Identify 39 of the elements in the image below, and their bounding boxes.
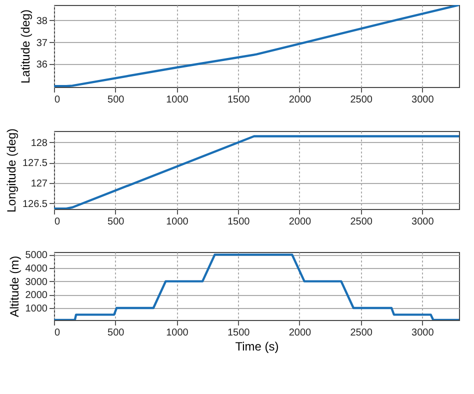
y-tick-label: 2000 [25, 290, 48, 302]
y-tick-label: 127.5 [22, 158, 48, 170]
x-tick-label: 1000 [166, 94, 189, 106]
x-tick-label: 2500 [350, 216, 373, 228]
y-tick-label: 37 [36, 38, 48, 49]
y-axis-title: Longitude (deg) [4, 128, 18, 213]
x-tick-label: 500 [108, 216, 125, 228]
x-tick-label: 3000 [412, 328, 434, 338]
y-tick-label: 128 [30, 138, 48, 149]
y-tick-label: 127 [30, 178, 48, 190]
x-tick-label: 500 [108, 94, 125, 106]
x-tick-label: 2000 [288, 216, 312, 228]
x-tick-label: 2000 [288, 328, 312, 338]
x-tick-label: 0 [54, 94, 60, 106]
y-tick-label: 3000 [25, 276, 48, 288]
line-series [54, 5, 459, 87]
y-axis-title: Latitude (deg) [18, 9, 32, 84]
x-axis-title: Time (s) [235, 340, 279, 354]
x-tick-label: 3000 [412, 216, 434, 228]
x-tick-label: 1500 [227, 216, 250, 228]
x-tick-label: 1000 [166, 328, 189, 338]
x-tick-label: 2500 [350, 94, 373, 106]
y-tick-label: 5000 [25, 250, 48, 262]
x-tick-label: 1500 [227, 94, 250, 106]
line-series [54, 254, 459, 320]
x-tick-label: 1000 [166, 216, 189, 228]
y-tick-label: 36 [36, 60, 48, 71]
x-tick-label: 0 [54, 328, 60, 338]
x-tick-label: 0 [54, 216, 60, 228]
x-tick-label: 3000 [412, 94, 434, 106]
x-tick-label: 1500 [227, 328, 250, 338]
y-tick-label: 126.5 [22, 198, 48, 210]
y-tick-label: 4000 [25, 264, 48, 274]
x-tick-label: 500 [108, 328, 125, 338]
y-tick-label: 1000 [25, 304, 48, 314]
x-tick-label: 2500 [350, 328, 373, 338]
y-tick-label: 38 [36, 16, 48, 27]
y-axis-title: Altitude (m) [7, 256, 22, 318]
x-tick-label: 2000 [288, 94, 312, 106]
